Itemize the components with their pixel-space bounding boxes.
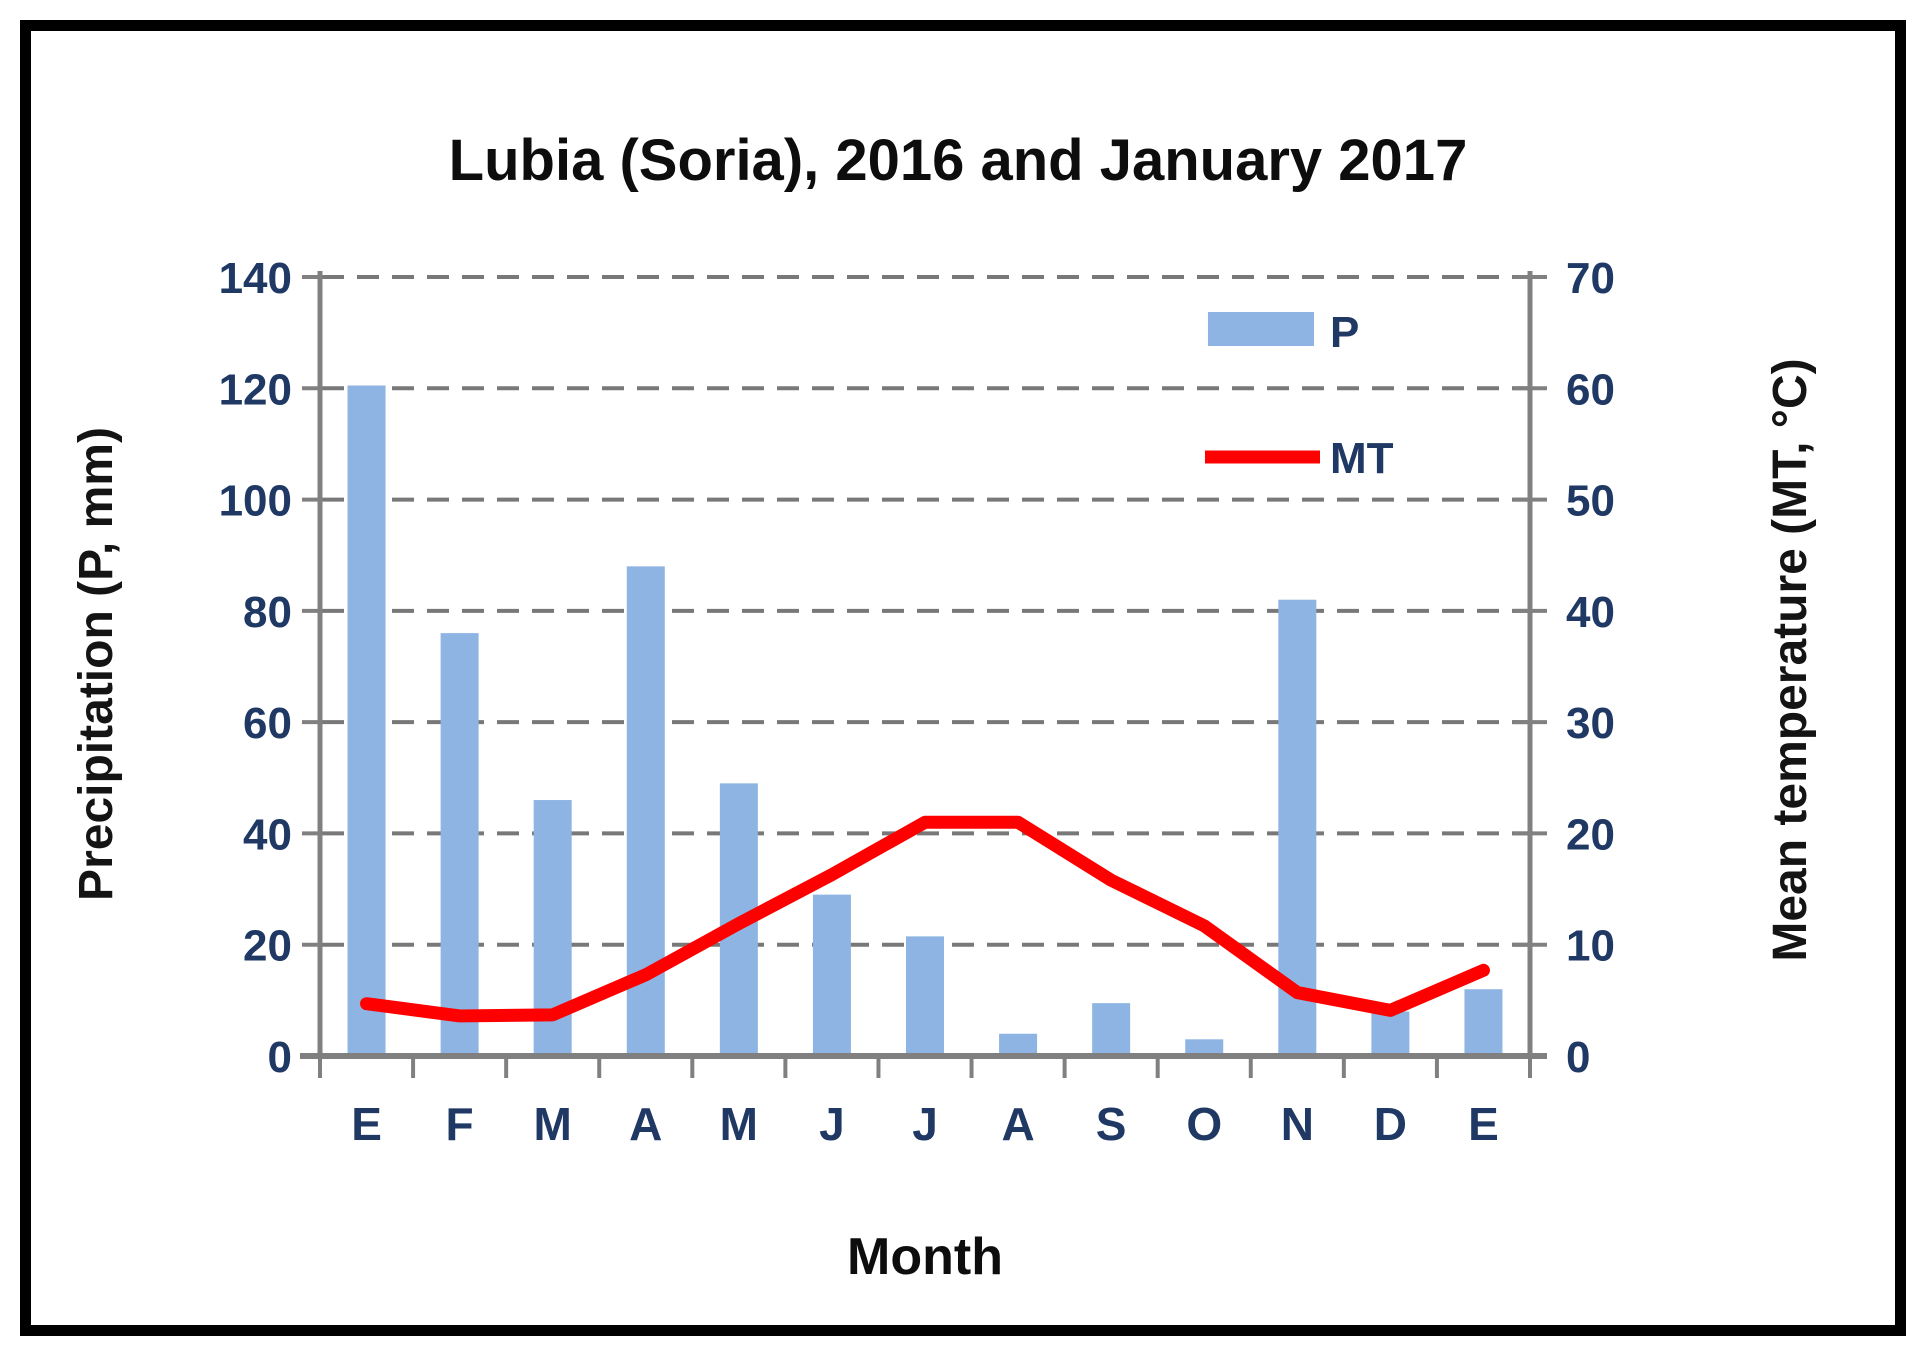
right-tick-label-20: 20 [1566, 810, 1615, 859]
left-tick-label-100: 100 [219, 477, 292, 526]
legend-mt-label: MT [1330, 434, 1394, 483]
right-axis-title: Mean temperature (MT, °C) [1764, 358, 1817, 961]
axes-layer [300, 271, 1547, 1059]
mean-temperature-line [360, 815, 1490, 1023]
left-tick-label-0: 0 [268, 1033, 292, 1082]
month-label-J-6: J [912, 1098, 938, 1150]
month-label-A-3: A [629, 1098, 662, 1150]
month-label-E-0: E [351, 1098, 382, 1150]
right-tick-label-70: 70 [1566, 254, 1615, 303]
bar-A-7 [999, 1033, 1038, 1056]
month-label-M-4: M [720, 1098, 758, 1150]
right-tick-label-0: 0 [1566, 1033, 1590, 1082]
bar-E-0 [347, 385, 386, 1057]
legend: P MT [1205, 308, 1394, 483]
bar-E-12 [1464, 989, 1503, 1056]
month-label-E-12: E [1468, 1098, 1499, 1150]
left-tick-label-20: 20 [243, 922, 292, 971]
month-label-N-10: N [1281, 1098, 1314, 1150]
bar-J-5 [812, 894, 851, 1056]
right-tick-label-50: 50 [1566, 477, 1615, 526]
month-label-J-5: J [819, 1098, 845, 1150]
right-tick-label-40: 40 [1566, 588, 1615, 637]
x-axis-title: Month [847, 1228, 1003, 1286]
left-tick-label-80: 80 [243, 588, 292, 637]
left-tick-label-60: 60 [243, 699, 292, 748]
chart-title: Lubia (Soria), 2016 and January 2017 [449, 128, 1468, 193]
month-label-D-11: D [1374, 1098, 1407, 1150]
temperature-line-layer [360, 815, 1490, 1023]
month-label-S-8: S [1096, 1098, 1127, 1150]
bar-D-11 [1371, 1011, 1410, 1056]
month-label-A-7: A [1001, 1098, 1034, 1150]
right-tick-label-60: 60 [1566, 365, 1615, 414]
bar-J-6 [906, 936, 944, 1056]
outer-border [20, 20, 1906, 1336]
right-tick-label-30: 30 [1566, 699, 1615, 748]
month-label-O-9: O [1186, 1098, 1222, 1150]
bar-S-8 [1092, 1003, 1131, 1056]
left-tick-label-40: 40 [243, 810, 292, 859]
gridlines-layer [322, 275, 1530, 947]
month-label-M-2: M [534, 1098, 572, 1150]
right-tick-label-10: 10 [1566, 922, 1615, 971]
bar-F-1 [440, 633, 479, 1056]
bar-O-9 [1185, 1039, 1224, 1056]
left-tick-label-140: 140 [219, 254, 292, 303]
ticks-layer: 0 20 40 60 80 100 120 140 0 10 20 30 40 50 60 70 [219, 254, 1615, 1082]
legend-p-label: P [1330, 308, 1359, 357]
legend-p-swatch [1208, 312, 1314, 346]
left-axis-title: Precipitation (P, mm) [70, 427, 123, 901]
month-label-F-1: F [446, 1098, 474, 1150]
left-tick-label-120: 120 [219, 365, 292, 414]
